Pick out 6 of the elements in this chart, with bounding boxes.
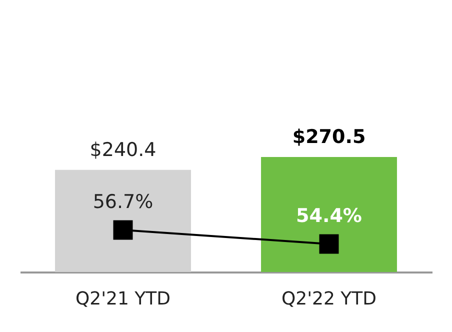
data-label: $270.5 [292,126,366,148]
data-label: 54.4% [296,205,362,228]
data-label: $240.4 [90,138,156,161]
x-tick-label: Q2'21 YTD [75,288,171,310]
x-tick-label: Q2'22 YTD [281,288,377,310]
data-label: 56.7% [92,191,154,214]
